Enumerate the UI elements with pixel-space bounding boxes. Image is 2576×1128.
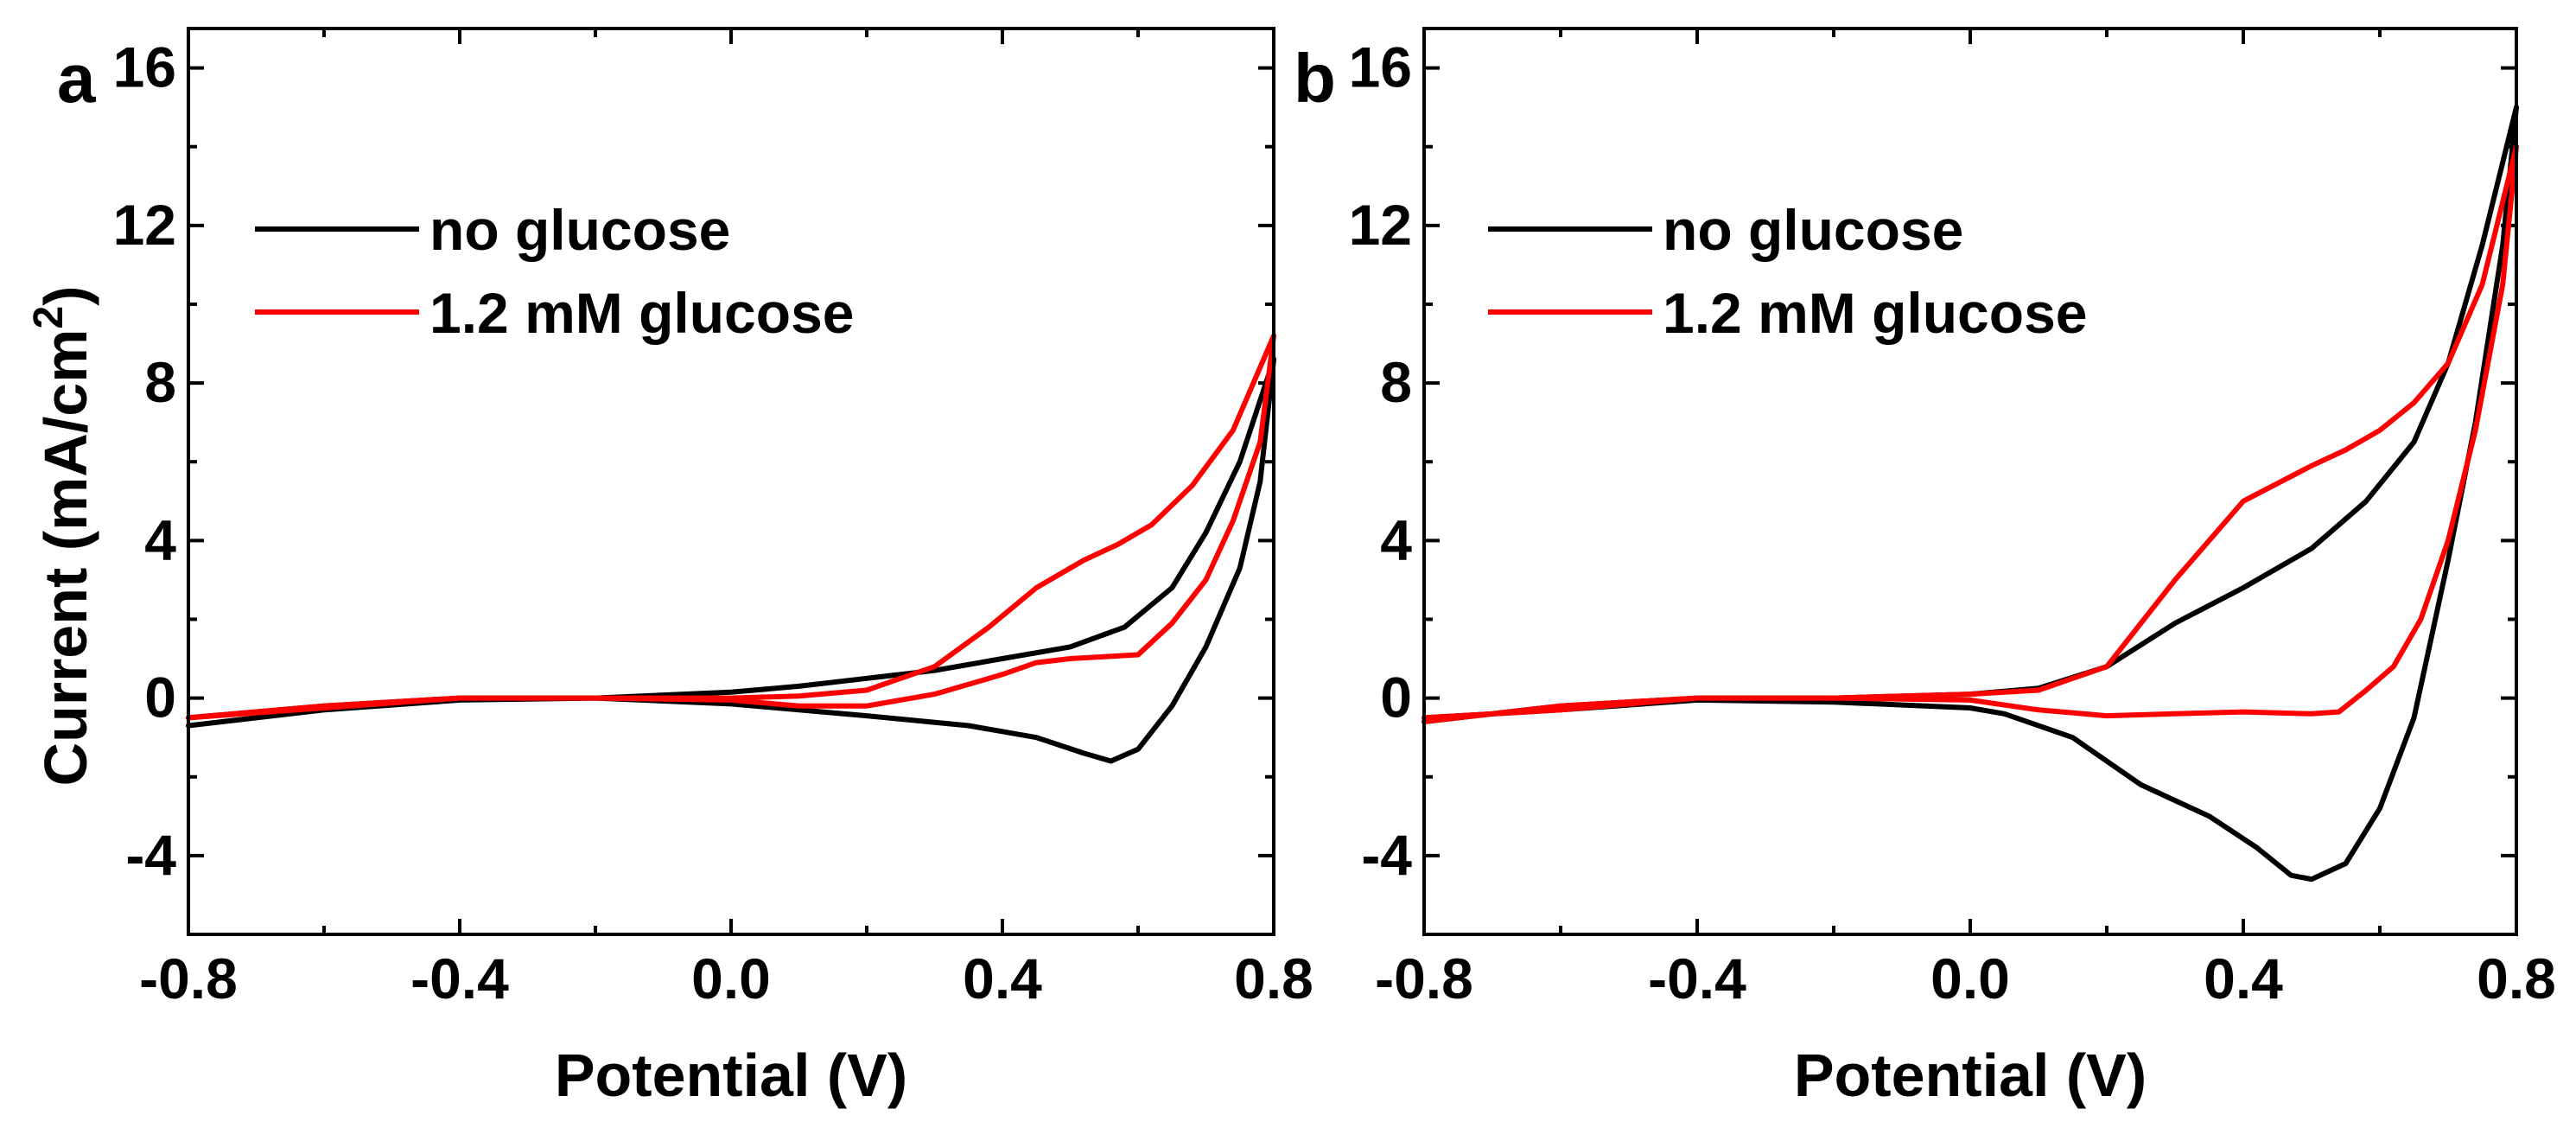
panel-b-ticks: -0.8 -0.4 0.0 0.4 0.8 -4 0 4 8 12 16 [1349, 29, 2556, 1010]
panel-b-xlabel: Potential (V) [1794, 1042, 2147, 1109]
panel-a-curves [186, 333, 1276, 764]
panel-a-ticks: -0.8 -0.4 0.0 0.4 0.8 -4 0 4 8 12 16 [113, 29, 1313, 1010]
x-tick-label: 0.4 [2204, 946, 2283, 1010]
panel-b-legend: no glucose 1.2 mM glucose [1488, 198, 2088, 345]
panel-b-curves [1422, 105, 2519, 883]
panel-b-letter: b [1294, 40, 1336, 117]
panel-a-xlabel: Potential (V) [555, 1042, 907, 1109]
legend-label-glucose: 1.2 mM glucose [429, 281, 855, 345]
x-tick-label: 0.4 [963, 946, 1042, 1010]
x-tick-label: 0.8 [2477, 946, 2556, 1010]
x-tick-label: -0.4 [410, 946, 509, 1010]
x-tick-label: -0.8 [139, 946, 238, 1010]
panel-a-letter: a [57, 40, 96, 117]
panel-b: b -0.8 -0.4 0.0 0.4 0.8 -4 0 4 8 12 16 no glucose … [1294, 27, 2556, 1109]
y-tick-label: 0 [1380, 666, 1412, 730]
x-tick-label: -0.8 [1375, 946, 1473, 1010]
series-line-no-glucose [186, 356, 1276, 764]
x-tick-label: 0.0 [691, 946, 771, 1010]
panel-a-ylabel: Current (mA/cm2) [26, 286, 99, 787]
y-tick-label: 8 [1380, 350, 1412, 414]
legend-label-glucose: 1.2 mM glucose [1663, 281, 2088, 345]
y-tick-label: 0 [144, 666, 176, 730]
y-tick-label: 4 [1380, 507, 1412, 571]
panel-a-frame [187, 27, 1275, 936]
series-line-no-glucose [1422, 105, 2519, 883]
y-tick-label: 12 [1349, 193, 1412, 257]
x-tick-label: 0.0 [1930, 946, 2010, 1010]
panel-b-frame [1422, 27, 2518, 936]
panel-a-legend: no glucose 1.2 mM glucose [255, 198, 855, 345]
y-tick-label: 16 [113, 35, 176, 99]
y-tick-label: -4 [1361, 823, 1412, 887]
y-tick-label: 8 [144, 350, 176, 414]
panel-a: a Current (mA/cm2) -0.8 -0.4 0.0 0.4 0.8 -4 0 4… [26, 27, 1313, 1109]
y-tick-label: 16 [1349, 35, 1412, 99]
legend-label-no-glucose: no glucose [1663, 198, 1963, 262]
y-tick-label: -4 [125, 823, 176, 887]
legend-label-no-glucose: no glucose [429, 198, 730, 262]
y-tick-label: 4 [144, 507, 176, 571]
y-tick-label: 12 [113, 193, 176, 257]
x-tick-label: -0.4 [1648, 946, 1746, 1010]
x-tick-label: 0.8 [1234, 946, 1313, 1010]
series-line-1-2-mm-glucose [1422, 143, 2519, 724]
series-line-1-2-mm-glucose [186, 333, 1276, 721]
